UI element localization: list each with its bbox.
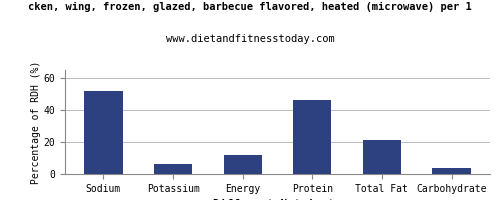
- Bar: [432, 168, 470, 174]
- Bar: [363, 140, 401, 174]
- Text: www.dietandfitnesstoday.com: www.dietandfitnesstoday.com: [166, 34, 334, 44]
- X-axis label: Different Nutrients: Different Nutrients: [214, 199, 342, 200]
- Bar: [84, 91, 122, 174]
- Bar: [293, 100, 332, 174]
- Bar: [224, 155, 262, 174]
- Text: cken, wing, frozen, glazed, barbecue flavored, heated (microwave) per 1: cken, wing, frozen, glazed, barbecue fla…: [28, 2, 472, 12]
- Y-axis label: Percentage of RDH (%): Percentage of RDH (%): [30, 60, 41, 184]
- Bar: [154, 164, 192, 174]
